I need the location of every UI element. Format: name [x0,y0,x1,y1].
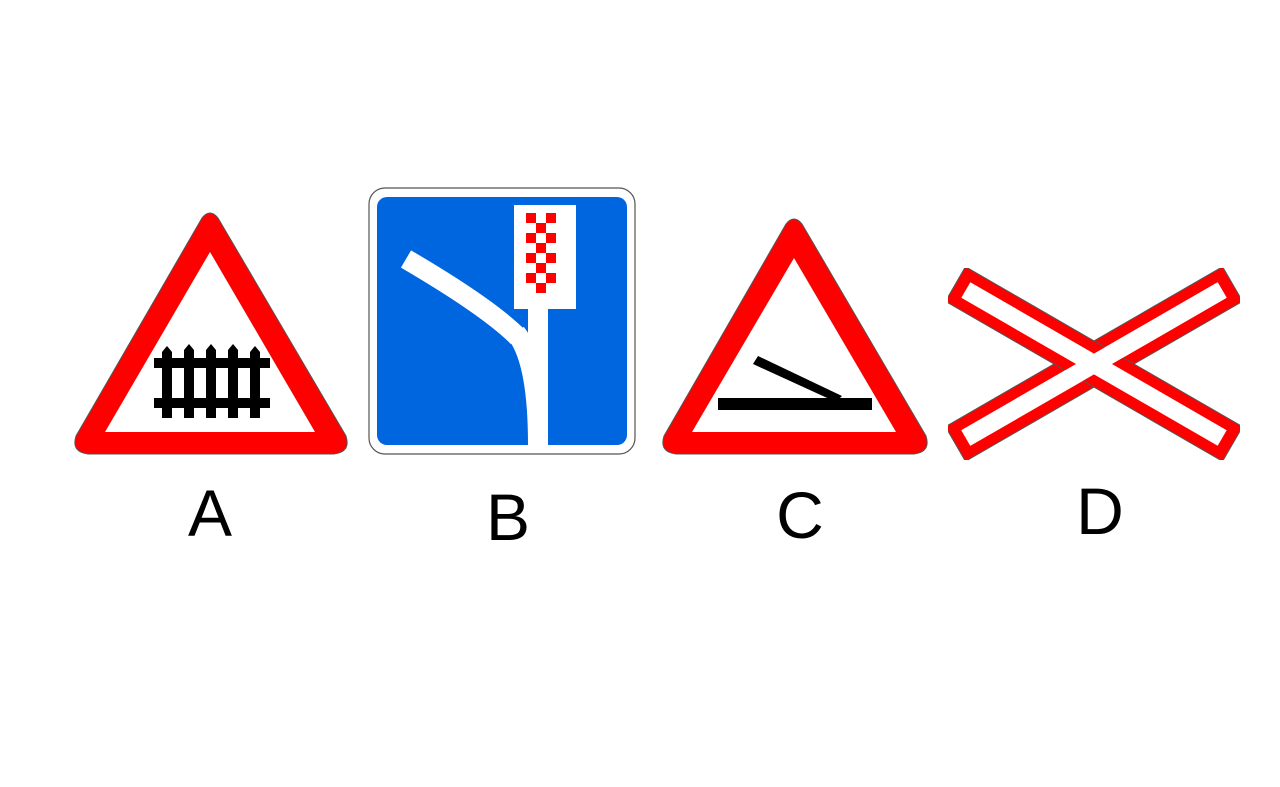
dangerous-roadside-sign [662,218,928,455]
sign-c-label: C [776,478,824,552]
dangerous-roadside-icon [718,356,872,410]
sign-a-label: A [187,476,233,550]
single-track-railway-crossing-sign [948,268,1240,460]
emergency-stopping-lane-sign [368,187,636,455]
railway-barrier-icon [154,344,270,418]
single-track-railway-crossing-icon [948,268,1240,460]
sign-b-label: B [485,480,531,554]
railway-barrier-sign [74,212,348,455]
sign-d-label: D [1076,474,1124,548]
emergency-stopping-lane-icon [400,205,576,447]
